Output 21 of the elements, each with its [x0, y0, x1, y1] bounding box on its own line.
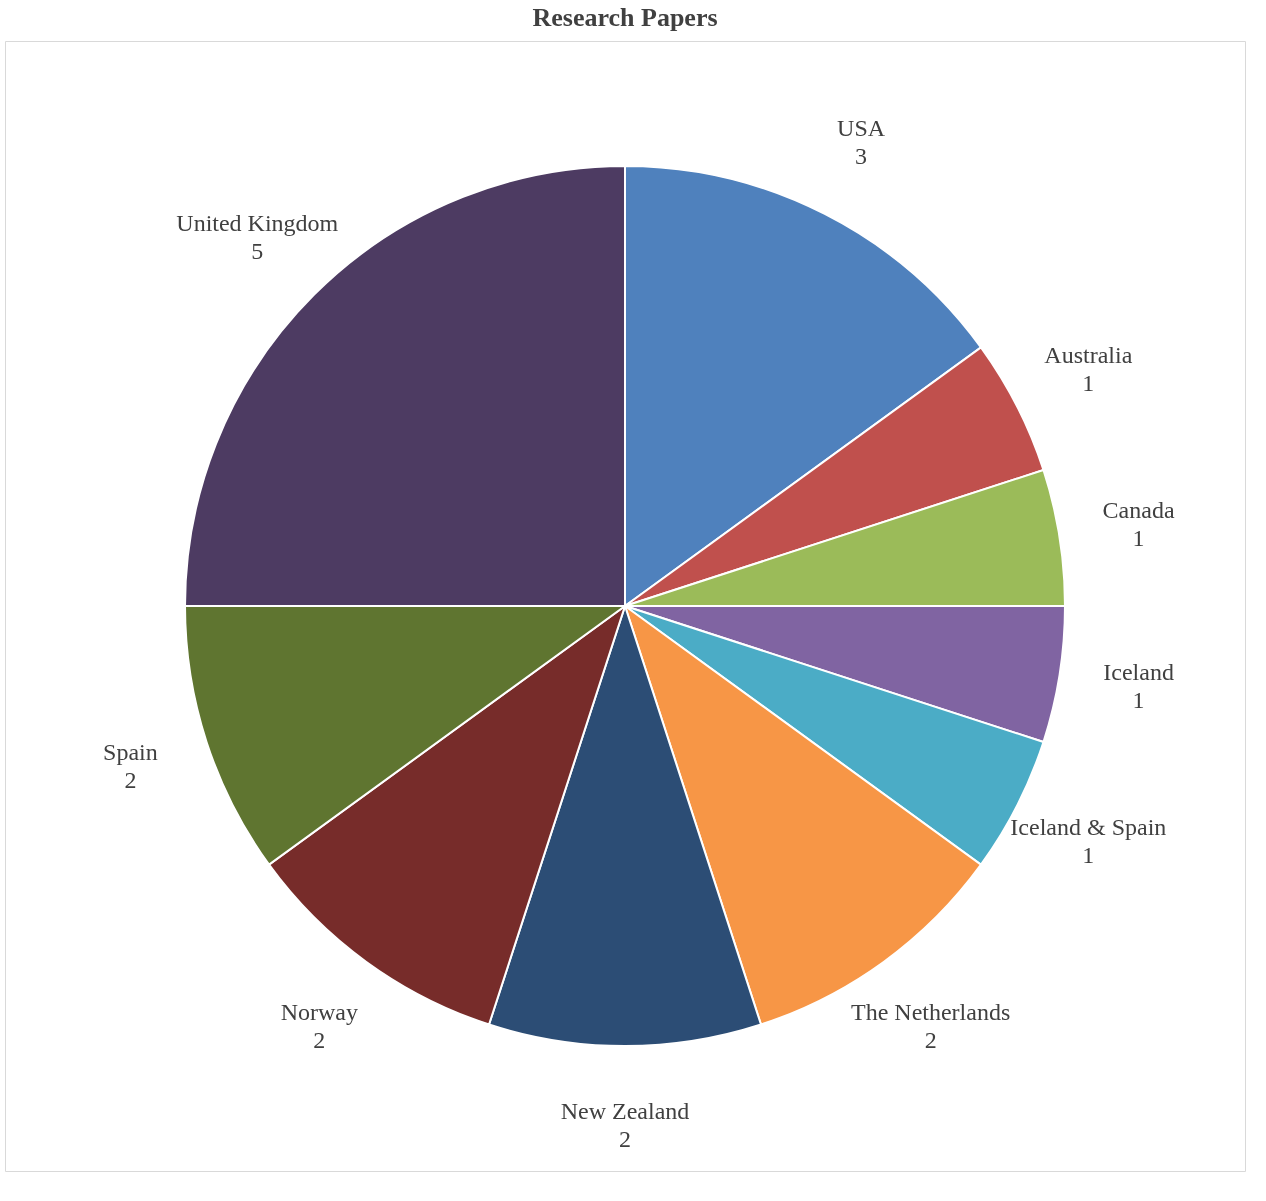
- data-label: 2: [619, 1126, 631, 1152]
- chart-title: Research Papers: [532, 3, 718, 32]
- data-label: 1: [1082, 842, 1095, 869]
- data-label: 2: [124, 766, 137, 793]
- slice-label: Canada: [1102, 496, 1175, 523]
- slice-label: USA: [837, 114, 886, 141]
- slice-label: United Kingdom: [176, 210, 339, 237]
- data-label: 1: [1132, 524, 1145, 551]
- slice-label: Norway: [280, 998, 359, 1025]
- data-label: 2: [313, 1026, 326, 1053]
- data-label: 1: [1132, 687, 1145, 714]
- slice-label: Australia: [1044, 341, 1133, 368]
- slice-label: Spain: [103, 738, 158, 765]
- data-label: 5: [251, 238, 264, 265]
- slice-label: The Netherlands: [851, 998, 1011, 1025]
- data-label: 1: [1082, 369, 1095, 396]
- data-label: 2: [924, 1026, 937, 1053]
- slice-label: Iceland: [1103, 659, 1174, 686]
- slice-label: Iceland & Spain: [1010, 814, 1167, 841]
- slice-label: New Zealand: [560, 1098, 690, 1124]
- data-label: 3: [855, 142, 868, 169]
